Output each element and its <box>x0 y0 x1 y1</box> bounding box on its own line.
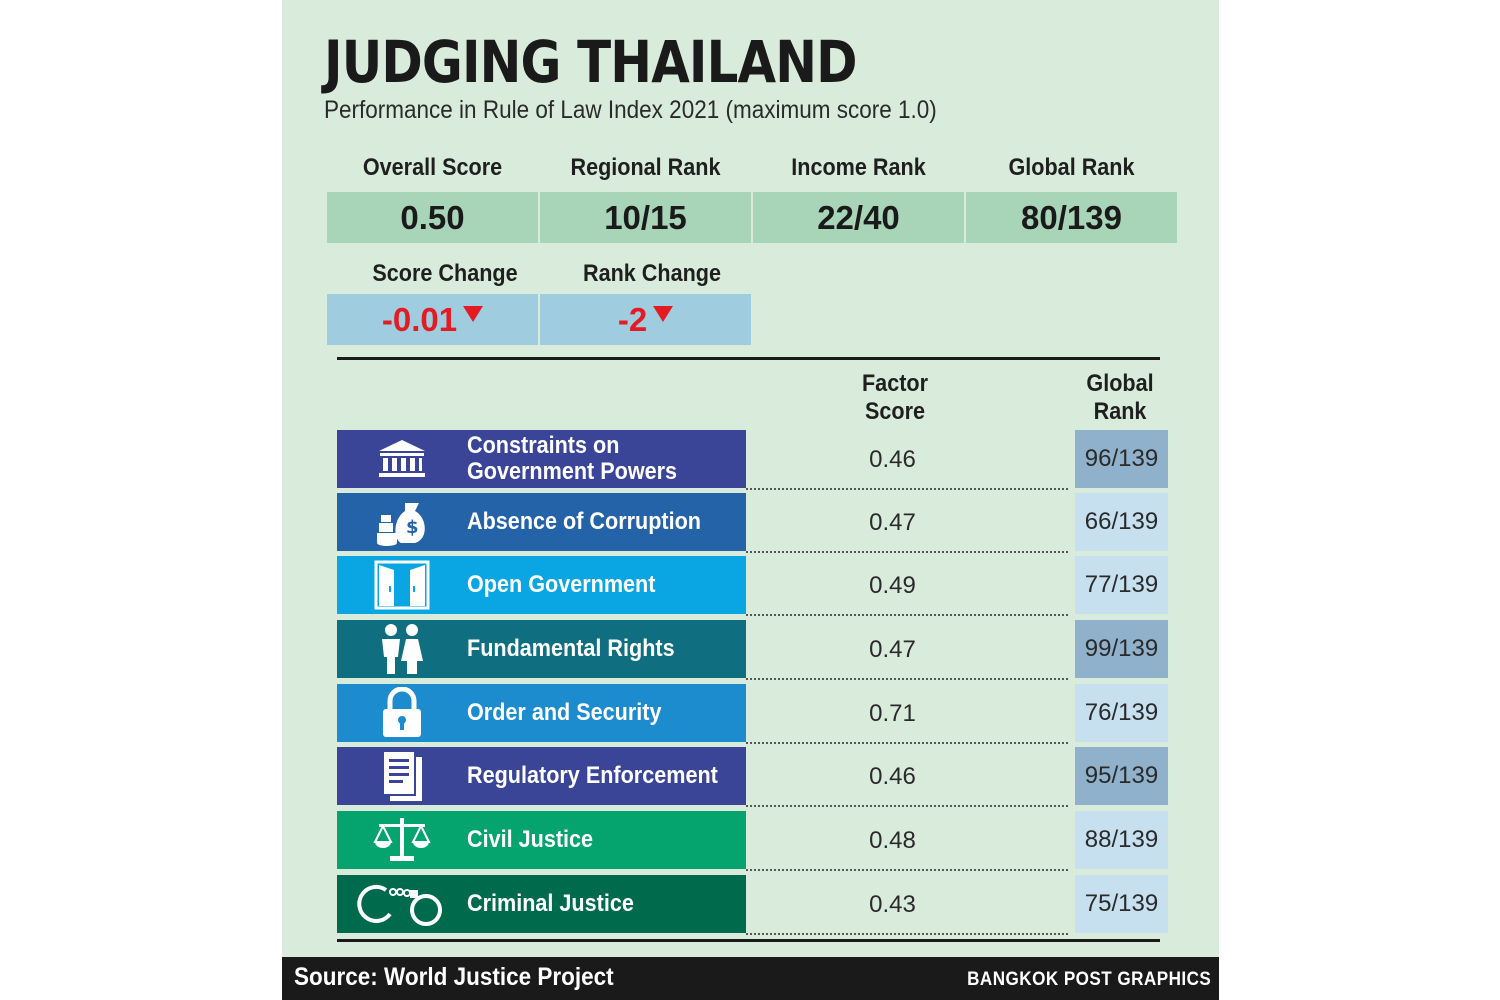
factor-label: Fundamental Rights <box>467 636 675 662</box>
row-divider <box>746 869 1068 871</box>
factor-bar: Fundamental Rights <box>337 620 746 678</box>
factor-label-line1: Regulatory Enforcement <box>467 762 718 789</box>
factor-label: Constraints on Government Powers <box>467 433 677 485</box>
score-change-box: -0.01 <box>327 294 538 345</box>
factor-score-value: 0.43 <box>869 891 916 918</box>
row-divider <box>746 678 1068 680</box>
svg-text:$: $ <box>406 517 419 538</box>
page-title: JUDGING THAILAND <box>324 28 858 96</box>
source-note: Source: World Justice Project <box>294 963 614 991</box>
global-rank-value: 96/139 <box>1075 430 1168 488</box>
regional-rank-label: Regional Rank <box>570 154 721 181</box>
factor-score-value: 0.48 <box>869 827 916 854</box>
factor-label-line1: Absence of Corruption <box>467 508 702 535</box>
footer-bar: Source: World Justice Project BANGKOK PO… <box>282 957 1219 1000</box>
score-change-value: -0.01 <box>381 300 458 338</box>
global-rank-value: 88/139 <box>1075 811 1168 869</box>
score-change-label: Score Change <box>372 260 518 287</box>
global-rank-value: 80/139 <box>966 192 1177 243</box>
factor-label: Regulatory Enforcement <box>467 763 718 789</box>
credit-line: BANGKOK POST GRAPHICS <box>966 969 1211 990</box>
factor-label: Open Government <box>467 572 655 598</box>
global-rank-value: 77/139 <box>1075 556 1168 614</box>
rank-change-value: -2 <box>617 300 648 338</box>
factor-bar: Open Government <box>337 556 746 614</box>
factor-bar: $ Absence of Corruption <box>337 493 746 551</box>
global-rank-value: 99/139 <box>1075 620 1168 678</box>
factor-score-header-line1: Factor <box>861 370 929 397</box>
overall-score-label: Overall Score <box>362 154 503 181</box>
factor-score-value: 0.46 <box>869 763 916 790</box>
factor-label-line1: Civil Justice <box>467 826 594 853</box>
factor-label: Civil Justice <box>467 827 593 853</box>
factor-bar: Order and Security <box>337 684 746 742</box>
documents-icon <box>337 747 467 805</box>
factor-label-line2: Government Powers <box>467 458 678 485</box>
factor-label-line1: Criminal Justice <box>467 890 634 917</box>
row-divider <box>746 933 1068 935</box>
factor-label: Order and Security <box>467 700 661 726</box>
global-rank-value: 76/139 <box>1075 684 1168 742</box>
open-doors-icon <box>337 556 467 614</box>
income-rank-label: Income Rank <box>791 154 926 181</box>
global-rank-label: Global Rank <box>1008 154 1135 181</box>
table-bottom-rule <box>337 939 1160 942</box>
factor-score-header: Factor Score <box>850 370 940 426</box>
rank-change-box: -2 <box>540 294 751 345</box>
rank-change-label: Rank Change <box>582 260 722 287</box>
people-icon <box>337 620 467 678</box>
money-bag-icon: $ <box>337 493 467 551</box>
row-divider <box>746 551 1068 553</box>
global-rank-header: Global Rank <box>1075 370 1165 426</box>
factor-bar: Constraints on Government Powers <box>337 430 746 488</box>
global-rank-header-line1: Global <box>1086 370 1154 397</box>
row-divider <box>746 805 1068 807</box>
row-divider <box>746 488 1068 490</box>
row-divider <box>746 742 1068 744</box>
factor-label: Criminal Justice <box>467 891 634 917</box>
factor-label-line1: Fundamental Rights <box>467 635 675 662</box>
global-rank-value: 66/139 <box>1075 493 1168 551</box>
table-top-rule <box>337 357 1160 360</box>
factor-score-value: 0.49 <box>869 572 916 599</box>
factor-score-value: 0.47 <box>869 636 916 663</box>
government-building-icon <box>337 430 467 488</box>
factor-bar: Criminal Justice <box>337 875 746 933</box>
overall-score-value: 0.50 <box>327 192 538 243</box>
factor-score-header-line2: Score <box>864 398 926 425</box>
global-rank-header-line2: Rank <box>1093 398 1147 425</box>
factor-score-value: 0.47 <box>869 509 916 536</box>
row-divider <box>746 614 1068 616</box>
global-rank-value: 75/139 <box>1075 875 1168 933</box>
factor-label-line1: Open Government <box>467 571 656 598</box>
padlock-icon <box>337 684 467 742</box>
factor-label-line1: Order and Security <box>467 699 662 726</box>
down-arrow-icon <box>463 305 484 322</box>
global-rank-value: 95/139 <box>1075 747 1168 805</box>
handcuffs-icon <box>337 875 467 933</box>
down-arrow-icon <box>653 305 674 322</box>
factor-bar: Civil Justice <box>337 811 746 869</box>
factor-label-line1: Constraints on <box>467 432 620 459</box>
regional-rank-value: 10/15 <box>540 192 751 243</box>
factor-bar: Regulatory Enforcement <box>337 747 746 805</box>
factor-score-value: 0.71 <box>869 700 916 727</box>
factor-score-value: 0.46 <box>869 446 916 473</box>
factor-label: Absence of Corruption <box>467 509 701 535</box>
income-rank-value: 22/40 <box>753 192 964 243</box>
page-subtitle: Performance in Rule of Law Index 2021 (m… <box>324 96 937 124</box>
scales-icon <box>337 811 467 869</box>
